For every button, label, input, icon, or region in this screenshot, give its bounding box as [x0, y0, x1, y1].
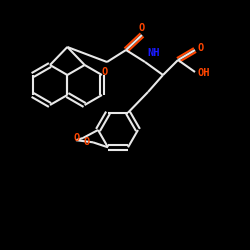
Text: NH: NH [147, 48, 160, 58]
Text: O: O [74, 133, 80, 143]
Text: OH: OH [198, 68, 210, 78]
Text: O: O [84, 137, 90, 147]
Text: O: O [139, 23, 145, 33]
Text: O: O [102, 67, 108, 77]
Text: O: O [198, 43, 204, 53]
